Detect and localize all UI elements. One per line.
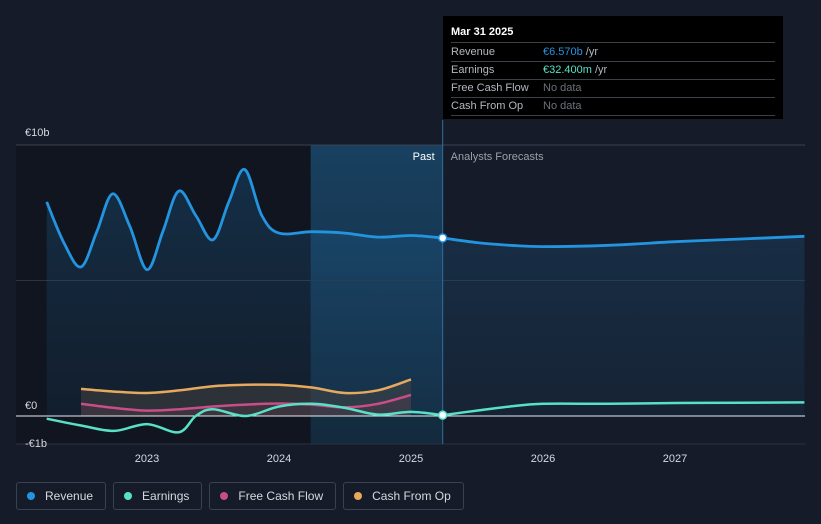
legend-dot-icon — [354, 492, 363, 500]
x-tick-label: 2024 — [267, 453, 291, 465]
legend-dot-icon — [27, 492, 35, 500]
earnings-line-past — [46, 402, 443, 434]
tooltip-label: Free Cash Flow — [451, 82, 529, 94]
legend-dot-icon — [124, 492, 133, 500]
legend-dot-icon — [220, 492, 229, 500]
tooltip-label: Earnings — [451, 64, 495, 76]
tooltip-row-free-cash-flow: Free Cash Flow No data — [451, 80, 775, 98]
tooltip-value: €6.570b — [543, 46, 583, 58]
tooltip-date: Mar 31 2025 — [451, 22, 775, 43]
x-tick-label: 2027 — [663, 453, 687, 465]
tooltip-value: No data — [543, 82, 582, 94]
x-tick-label: 2023 — [135, 453, 159, 465]
revenue-marker — [437, 233, 448, 243]
legend-item-cash-from-op[interactable]: Cash From Op — [343, 482, 464, 510]
tooltip-row-earnings: Earnings €32.400m /yr — [451, 62, 775, 80]
data-tooltip: Mar 31 2025 Revenue €6.570b /yr Earnings… — [443, 16, 783, 119]
tooltip-row-revenue: Revenue €6.570b /yr — [451, 44, 775, 62]
legend-label: Cash From Op — [372, 489, 451, 503]
x-tick-label: 2026 — [531, 453, 555, 465]
y-tick-label: €0 — [25, 400, 37, 412]
revenue-area — [46, 169, 805, 416]
earnings-line-forecast — [442, 401, 805, 417]
legend-label: Earnings — [142, 489, 190, 503]
legend-label: Free Cash Flow — [238, 489, 324, 503]
revenue-line-past — [45, 168, 443, 272]
cash-from-op-line — [80, 378, 412, 395]
chart-legend: Revenue Earnings Free Cash Flow Cash Fro… — [16, 482, 464, 510]
earnings-marker — [437, 410, 448, 420]
tooltip-value: No data — [543, 100, 582, 112]
tooltip-value: €32.400m — [543, 64, 592, 76]
past-label: Past — [413, 151, 435, 163]
x-tick-label: 2025 — [399, 453, 423, 465]
tooltip-unit: /yr — [585, 46, 598, 58]
tooltip-row-cash-from-op: Cash From Op No data — [451, 98, 775, 116]
tooltip-label: Revenue — [451, 46, 496, 58]
legend-item-earnings[interactable]: Earnings — [113, 482, 203, 510]
tooltip-label: Cash From Op — [451, 100, 524, 112]
legend-label: Revenue — [45, 489, 94, 503]
tooltip-unit: /yr — [594, 64, 608, 76]
legend-item-revenue[interactable]: Revenue — [16, 482, 107, 510]
free-cash-flow-line — [80, 393, 412, 412]
y-tick-label: -€1b — [25, 438, 47, 450]
legend-item-free-cash-flow[interactable]: Free Cash Flow — [209, 482, 337, 510]
revenue-line-forecast — [442, 234, 805, 249]
y-tick-label: €10b — [25, 127, 49, 139]
forecast-label: Analysts Forecasts — [451, 151, 544, 163]
